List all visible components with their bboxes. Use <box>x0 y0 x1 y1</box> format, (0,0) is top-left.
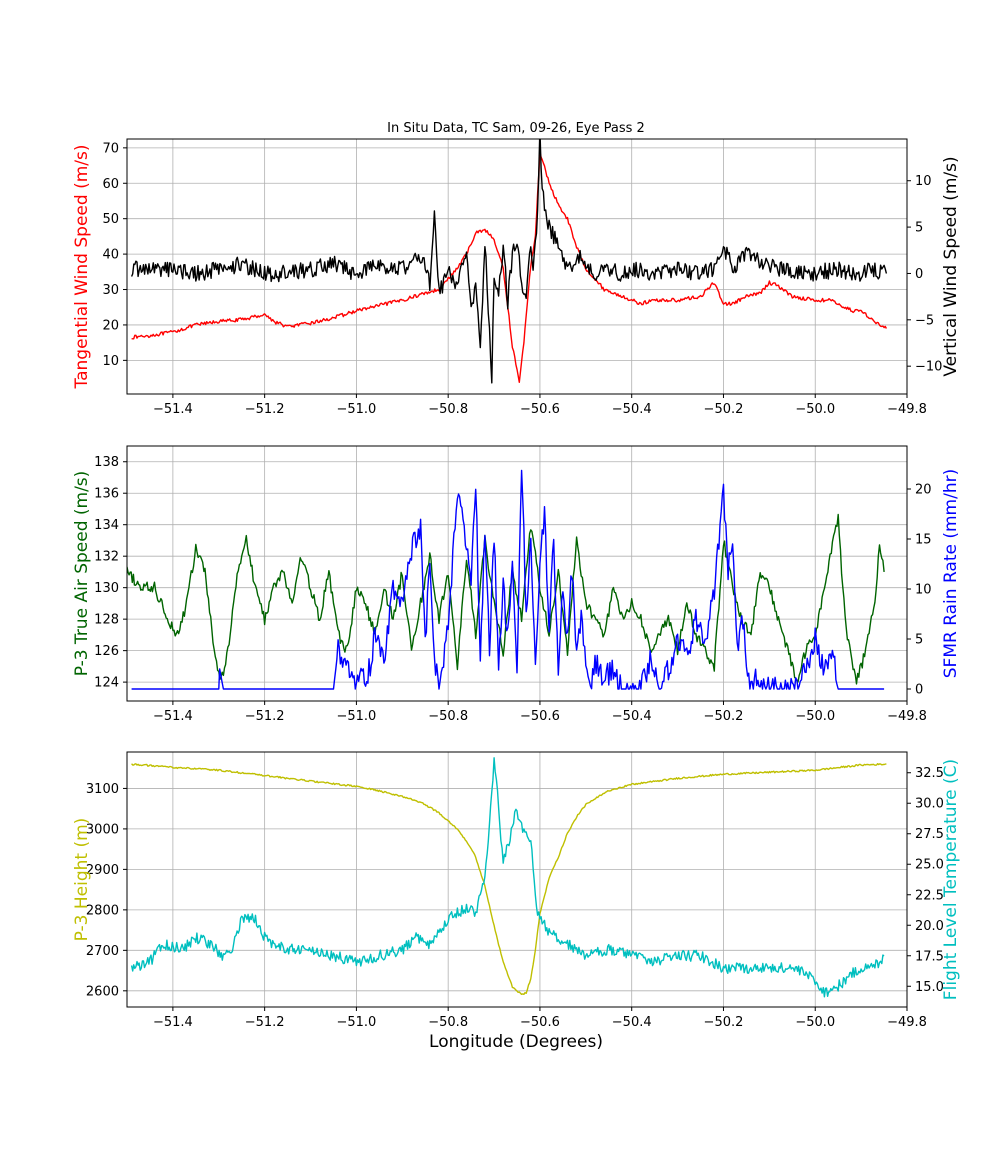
left-y-tick-label: 128 <box>94 613 119 628</box>
left-y-tick-label: 134 <box>94 518 119 533</box>
x-tick-label: −51.2 <box>245 709 285 724</box>
right-y-tick-label: 10 <box>915 174 932 189</box>
left-y-tick-label: 2700 <box>86 944 119 959</box>
left-y-axis-label: P-3 Height (m) <box>72 818 92 942</box>
left-y-tick-label: 2600 <box>86 984 119 999</box>
left-y-tick-label: 10 <box>102 354 119 369</box>
x-tick-label: −51.0 <box>336 709 376 724</box>
right-y-axis-label: SFMR Rain Rate (mm/hr) <box>941 469 961 678</box>
x-tick-label: −49.8 <box>887 1015 927 1030</box>
left-y-tick-label: 126 <box>94 644 119 659</box>
right-y-tick-label: 15.0 <box>915 980 944 995</box>
series-line-right <box>130 757 885 998</box>
left-y-tick-label: 2900 <box>86 863 119 878</box>
right-y-tick-label: 20 <box>915 483 932 498</box>
axes-frame <box>126 138 908 395</box>
series-line-right <box>130 139 888 384</box>
right-y-tick-label: 10 <box>915 583 932 598</box>
x-tick-label: −50.4 <box>612 1015 652 1030</box>
x-tick-label: −51.2 <box>245 402 285 417</box>
x-axis-label: Longitude (Degrees) <box>429 1032 603 1052</box>
series-line-left <box>131 763 887 995</box>
x-tick-label: −50.0 <box>795 402 835 417</box>
right-y-tick-label: 5 <box>915 633 923 648</box>
x-tick-label: −51.0 <box>336 402 376 417</box>
series-line-right <box>131 469 885 690</box>
x-tick-label: −51.0 <box>336 1015 376 1030</box>
right-y-tick-label: 27.5 <box>915 827 944 842</box>
x-tick-label: −50.0 <box>795 709 835 724</box>
x-tick-label: −49.8 <box>887 709 927 724</box>
right-y-tick-label: 30.0 <box>915 797 944 812</box>
left-y-tick-label: 40 <box>102 248 119 263</box>
left-y-tick-label: 138 <box>94 455 119 470</box>
right-y-tick-label: 0 <box>915 683 923 698</box>
left-y-tick-label: 132 <box>94 550 119 565</box>
right-y-axis-label: Flight Level Temperature (C) <box>941 759 961 1000</box>
panel-3: −51.4 −51.2 −51.0 −50.8 −50.6 −50.4 −50.2 −50.0… <box>72 751 961 1030</box>
left-y-tick-label: 124 <box>94 676 119 691</box>
left-y-tick-label: 130 <box>94 581 119 596</box>
left-y-axis-label: P-3 True Air Speed (m/s) <box>72 471 92 677</box>
left-y-tick-label: 70 <box>102 141 119 156</box>
right-y-tick-label: 20.0 <box>915 919 944 934</box>
right-y-tick-label: 0 <box>915 267 923 282</box>
x-tick-label: −50.2 <box>704 1015 744 1030</box>
x-tick-label: −50.6 <box>520 709 560 724</box>
panel-2: −51.4 −51.2 −51.0 −50.8 −50.6 −50.4 −50.2 −50.0… <box>72 445 961 724</box>
x-tick-label: −50.8 <box>428 709 468 724</box>
left-y-axis-label: Tangential Wind Speed (m/s) <box>72 145 92 390</box>
x-tick-label: −50.8 <box>428 402 468 417</box>
series-line-left <box>127 513 885 685</box>
right-y-tick-label: 25.0 <box>915 858 944 873</box>
left-y-tick-label: 50 <box>102 212 119 227</box>
right-y-tick-label: 5 <box>915 221 923 236</box>
right-y-tick-label: 17.5 <box>915 949 944 964</box>
x-tick-label: −51.2 <box>245 1015 285 1030</box>
axes-frame <box>126 445 908 702</box>
right-y-tick-label: 22.5 <box>915 888 944 903</box>
left-y-tick-label: 136 <box>94 487 119 502</box>
x-tick-label: −50.0 <box>795 1015 835 1030</box>
left-y-tick-label: 60 <box>102 177 119 192</box>
x-tick-label: −50.6 <box>520 402 560 417</box>
left-y-tick-label: 3000 <box>86 822 119 837</box>
left-y-tick-label: 20 <box>102 318 119 333</box>
right-y-axis-label: Vertical Wind Speed (m/s) <box>941 156 961 376</box>
left-y-tick-label: 3100 <box>86 782 119 797</box>
left-y-tick-label: 2800 <box>86 903 119 918</box>
x-tick-label: −50.8 <box>428 1015 468 1030</box>
x-tick-label: −50.2 <box>704 402 744 417</box>
left-y-tick-label: 30 <box>102 283 119 298</box>
right-y-tick-label: −10 <box>915 360 942 375</box>
x-tick-label: −50.2 <box>704 709 744 724</box>
right-y-tick-label: 32.5 <box>915 766 944 781</box>
panel-1: −51.4 −51.2 −51.0 −50.8 −50.6 −50.4 −50.2 −50.0… <box>72 138 961 417</box>
right-y-tick-label: 15 <box>915 533 932 548</box>
axes-frame <box>126 751 908 1008</box>
right-y-tick-label: −5 <box>915 313 934 328</box>
figure-title: In Situ Data, TC Sam, 09-26, Eye Pass 2 <box>387 121 645 136</box>
x-tick-label: −49.8 <box>887 402 927 417</box>
x-tick-label: −51.4 <box>153 1015 193 1030</box>
x-tick-label: −50.6 <box>520 1015 560 1030</box>
x-tick-label: −51.4 <box>153 402 193 417</box>
x-tick-label: −50.4 <box>612 402 652 417</box>
x-tick-label: −51.4 <box>153 709 193 724</box>
x-tick-label: −50.4 <box>612 709 652 724</box>
